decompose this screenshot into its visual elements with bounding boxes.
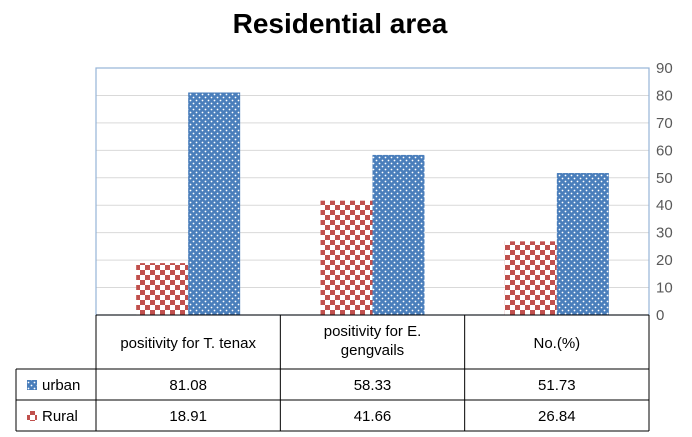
legend-label-urban: urban [42, 377, 80, 394]
legend-key-rural [27, 411, 37, 421]
y-tick-label: 80 [656, 87, 673, 104]
y-tick-label: 30 [656, 225, 673, 242]
table-value-cell: 41.66 [354, 408, 392, 425]
bar-urban-1 [188, 92, 241, 316]
y-tick-label: 40 [656, 197, 673, 214]
y-tick-label: 0 [656, 307, 664, 324]
chart-title: Residential area [233, 8, 448, 39]
legend-label-rural: Rural [42, 408, 78, 425]
y-tick-label: 10 [656, 280, 673, 297]
y-tick-label: 70 [656, 115, 673, 132]
table-value-cell: 26.84 [538, 408, 576, 425]
y-tick-label: 60 [656, 142, 673, 159]
bar-rural-2 [320, 200, 373, 315]
table-header-cell: No.(%) [533, 335, 580, 352]
y-tick-label: 20 [656, 252, 673, 269]
table-value-cell: 81.08 [169, 377, 207, 394]
legend-key-urban [27, 380, 37, 390]
table-value-cell: 51.73 [538, 377, 576, 394]
bar-rural-3 [504, 241, 557, 315]
bar-rural-1 [136, 263, 189, 315]
data-table: positivity for T. tenax positivity for E.… [15, 314, 650, 432]
y-axis-ticks: 0 10 20 30 40 50 60 70 80 90 [656, 60, 673, 324]
y-tick-label: 90 [656, 60, 673, 77]
table-header-cell: positivity for T. tenax [120, 335, 256, 352]
y-tick-label: 50 [656, 170, 673, 187]
table-value-cell: 18.91 [169, 408, 207, 425]
table-header-cell: positivity for E. gengvails [324, 323, 422, 359]
table-value-cell: 58.33 [354, 377, 392, 394]
bars [136, 92, 609, 316]
bar-urban-2 [372, 154, 425, 315]
bar-urban-3 [556, 173, 609, 315]
